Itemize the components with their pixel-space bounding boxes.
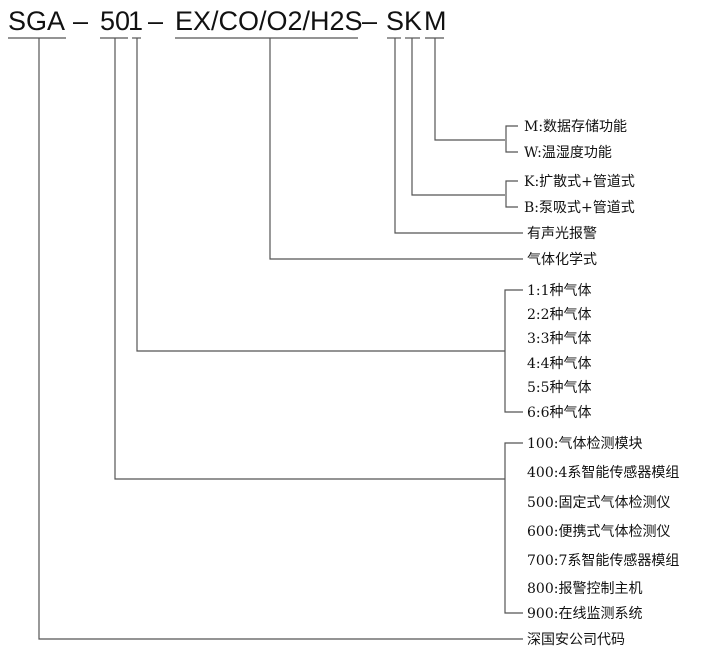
option-label: 4:4种气体	[527, 356, 592, 372]
code-series: 50	[100, 6, 130, 36]
option-label: 700:7系智能传感器模组	[527, 552, 679, 569]
code-function: M	[424, 6, 447, 36]
option-label: 900:在线监测系统	[527, 606, 642, 622]
series-options: 100:气体检测模块 400:4系智能传感器模组 500:固定式气体检测仪 60…	[527, 436, 679, 622]
option-label: M:数据存储功能	[524, 119, 627, 135]
code-dash: –	[362, 6, 377, 36]
gas-count-options: 1:1种气体 2:2种气体 3:3种气体 4:4种气体 5:5种气体 6:6种气…	[527, 283, 592, 421]
option-label: 6:6种气体	[527, 405, 592, 421]
function-options: M:数据存储功能 W:温湿度功能	[524, 119, 627, 161]
option-label: 2:2种气体	[527, 307, 592, 323]
option-label: 100:气体检测模块	[527, 436, 642, 452]
code-prefix: SGA	[8, 6, 65, 36]
company-label: 深国安公司代码	[527, 632, 625, 648]
option-label: W:温湿度功能	[524, 145, 612, 161]
connector-lines	[38, 38, 523, 640]
option-label: 1:1种气体	[527, 283, 592, 299]
option-label: 400:4系智能传感器模组	[527, 464, 679, 481]
option-label: 600:便携式气体检测仪	[527, 524, 670, 540]
code-dash: –	[73, 6, 88, 36]
option-label: K:扩散式+管道式	[524, 174, 635, 190]
code-dash: –	[148, 6, 163, 36]
option-label: 5:5种气体	[527, 380, 592, 396]
gas-formula-label: 气体化学式	[527, 252, 597, 268]
option-label: 800:报警控制主机	[527, 581, 642, 597]
option-label: 500:固定式气体检测仪	[527, 495, 670, 511]
code-gases: EX/CO/O2/H2S	[175, 6, 363, 36]
option-label: B:泵吸式+管道式	[524, 200, 635, 216]
alarm-label: 有声光报警	[527, 226, 597, 242]
code-sampling: K	[404, 6, 422, 36]
option-label: 3:3种气体	[527, 331, 592, 347]
sampling-options: K:扩散式+管道式 B:泵吸式+管道式	[524, 174, 635, 216]
code-alarm: S	[386, 6, 404, 36]
code-gas-count: 1	[128, 6, 143, 36]
